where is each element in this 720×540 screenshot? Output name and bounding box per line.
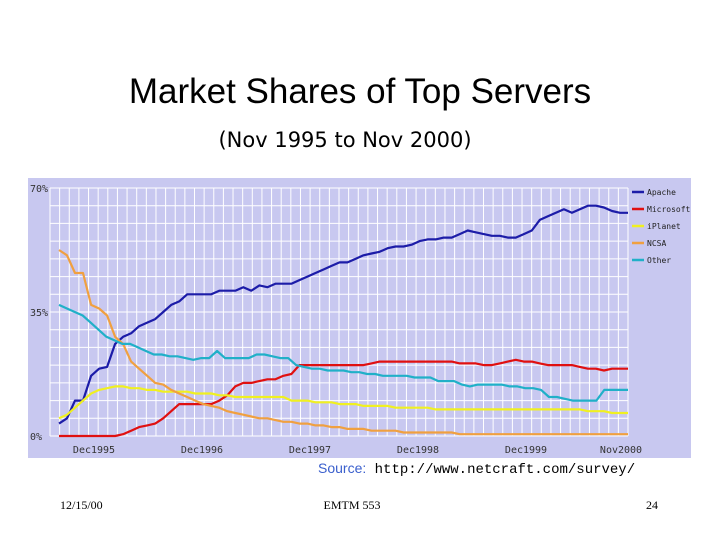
legend-label-other: Other (647, 256, 671, 265)
legend-label-iplanet: iPlanet (647, 222, 681, 231)
footer-course: EMTM 553 (323, 498, 381, 512)
footer-date: 12/15/00 (60, 498, 103, 512)
series-line-apache (58, 204, 628, 425)
x-tick-label: Nov2000 (600, 445, 642, 456)
x-tick-label: Dec1997 (289, 445, 331, 456)
y-tick-label: 0% (30, 432, 42, 443)
x-tick-label: Dec1999 (505, 445, 547, 456)
slide-title: Market Shares of Top Servers (128, 72, 592, 111)
series-line-other (58, 303, 628, 402)
y-tick-label: 70% (30, 184, 48, 195)
series-line-microsoft (59, 358, 628, 438)
x-tick-label: Dec1996 (181, 445, 223, 456)
series-line-iplanet (58, 385, 628, 420)
market-share-chart: 0% 35% 70% Dec1995 Dec1996 Dec1997 Dec1998 Dec1… (28, 178, 691, 458)
legend-label-ncsa: NCSA (647, 239, 666, 248)
footer-page-number: 24 (646, 498, 658, 512)
source-url: http://www.netcraft.com/survey/ (374, 462, 636, 478)
source-line: Source: http://www.netcraft.com/survey/ (318, 460, 635, 478)
series-line-ncsa (58, 249, 628, 436)
slide-subtitle: (Nov 1995 to Nov 2000) (218, 128, 472, 152)
x-tick-label: Dec1995 (73, 445, 115, 456)
source-label: Source: (318, 460, 367, 476)
y-tick-label: 35% (30, 308, 48, 319)
chart-background (28, 178, 691, 458)
x-tick-label: Dec1998 (397, 445, 439, 456)
legend-label-apache: Apache (647, 188, 676, 197)
legend-label-microsoft: Microsoft (647, 205, 691, 214)
chart-svg: 0% 35% 70% Dec1995 Dec1996 Dec1997 Dec1998 Dec1… (28, 178, 691, 458)
